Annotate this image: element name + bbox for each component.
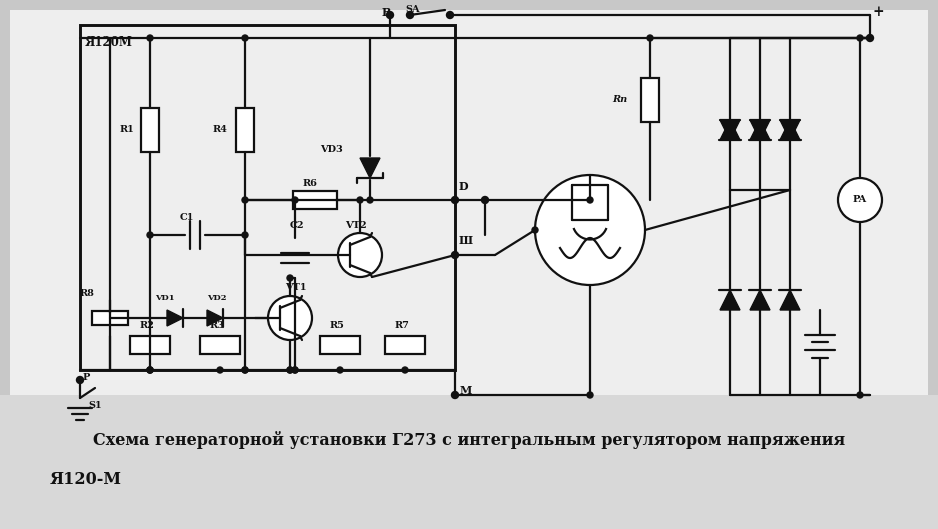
Circle shape (292, 367, 298, 373)
Text: R8: R8 (80, 288, 95, 297)
Text: SA: SA (405, 5, 419, 14)
Bar (293, 191, 337, 209)
Circle shape (481, 196, 489, 204)
Text: PA: PA (853, 196, 867, 205)
Circle shape (857, 392, 863, 398)
Text: B: B (382, 6, 391, 17)
Polygon shape (780, 120, 800, 140)
Text: C1: C1 (180, 213, 194, 222)
Text: R2: R2 (140, 321, 155, 330)
Circle shape (338, 233, 382, 277)
Text: VD3: VD3 (320, 145, 342, 154)
Text: VD1: VD1 (155, 294, 174, 302)
Circle shape (242, 232, 248, 238)
Bar (641, 78, 659, 122)
Bar (200, 336, 240, 354)
Text: Ш: Ш (459, 235, 473, 247)
Circle shape (357, 197, 363, 203)
Circle shape (242, 197, 248, 203)
Bar (10, 10, 928, 400)
Text: R4: R4 (213, 125, 228, 134)
Circle shape (287, 367, 293, 373)
Circle shape (838, 178, 882, 222)
Circle shape (147, 367, 153, 373)
Polygon shape (780, 120, 800, 140)
Text: R5: R5 (330, 321, 345, 330)
Text: VD2: VD2 (207, 294, 226, 302)
Circle shape (451, 196, 459, 204)
Polygon shape (207, 310, 223, 326)
Polygon shape (720, 120, 740, 140)
Text: C2: C2 (290, 222, 305, 231)
Text: R6: R6 (303, 179, 318, 188)
Circle shape (857, 35, 863, 41)
Bar (385, 336, 425, 354)
Bar (236, 108, 254, 152)
Circle shape (268, 296, 312, 340)
Circle shape (535, 175, 645, 285)
Circle shape (367, 197, 373, 203)
Circle shape (287, 367, 293, 373)
Polygon shape (750, 120, 770, 140)
Circle shape (147, 35, 153, 41)
Bar (130, 336, 170, 354)
Bar (320, 336, 360, 354)
Text: Я120-М: Я120-М (50, 471, 122, 488)
Text: VT2: VT2 (345, 221, 367, 230)
Circle shape (147, 367, 153, 373)
Circle shape (647, 35, 653, 41)
Text: Схема генераторной установки Г273 с интегральным регулятором напряжения: Схема генераторной установки Г273 с инте… (93, 431, 845, 449)
Bar (80, 25, 455, 370)
Polygon shape (167, 310, 183, 326)
Polygon shape (750, 290, 770, 310)
Text: Rn: Rn (612, 96, 628, 105)
Text: S1: S1 (88, 400, 101, 409)
Circle shape (242, 367, 248, 373)
Circle shape (532, 227, 538, 233)
Text: R7: R7 (395, 321, 410, 330)
Circle shape (867, 34, 873, 41)
Circle shape (147, 367, 153, 373)
Text: D: D (459, 180, 469, 191)
Bar (141, 108, 159, 152)
Circle shape (587, 197, 593, 203)
Text: VT1: VT1 (285, 284, 307, 293)
Circle shape (406, 12, 414, 19)
Circle shape (451, 391, 459, 398)
Circle shape (242, 35, 248, 41)
Text: R3: R3 (210, 321, 225, 330)
Circle shape (446, 12, 453, 19)
Circle shape (147, 232, 153, 238)
Circle shape (451, 251, 459, 259)
Circle shape (402, 367, 408, 373)
Text: Я120М: Я120М (85, 37, 133, 50)
Text: R1: R1 (120, 125, 135, 134)
Polygon shape (750, 120, 770, 140)
Polygon shape (780, 290, 800, 310)
Circle shape (587, 392, 593, 398)
Circle shape (242, 367, 248, 373)
Polygon shape (720, 120, 740, 140)
Text: М: М (460, 385, 473, 396)
Polygon shape (720, 290, 740, 310)
Circle shape (292, 197, 298, 203)
Circle shape (287, 275, 293, 281)
Circle shape (77, 377, 83, 384)
Bar (92, 311, 128, 325)
Circle shape (337, 367, 343, 373)
Text: Р: Р (83, 373, 90, 382)
Circle shape (292, 367, 298, 373)
Polygon shape (360, 158, 380, 178)
Circle shape (386, 12, 394, 19)
Bar (0, 395, 938, 529)
Circle shape (217, 367, 223, 373)
Text: +: + (872, 5, 884, 19)
